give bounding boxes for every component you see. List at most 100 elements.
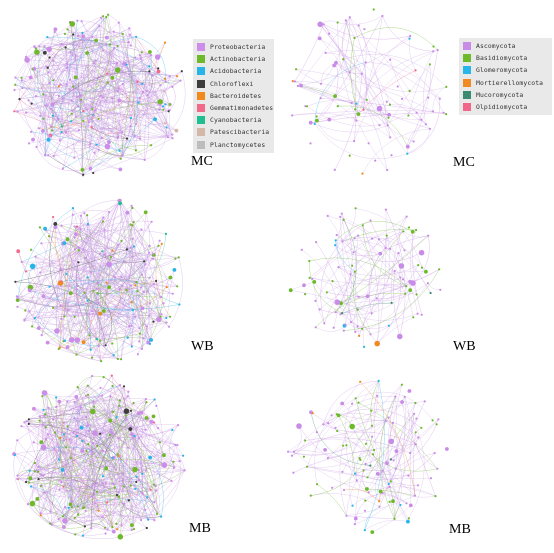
network-node	[102, 376, 105, 379]
network-edge	[33, 408, 99, 511]
network-edge	[129, 34, 167, 128]
network-node	[333, 94, 337, 98]
network-node	[84, 256, 87, 259]
network-edge	[91, 246, 135, 273]
network-edge	[149, 280, 160, 316]
network-node	[169, 315, 172, 318]
network-edge	[307, 466, 436, 497]
network-node	[319, 97, 322, 100]
network-edge	[45, 86, 74, 106]
network-node	[384, 419, 387, 422]
network-node	[143, 260, 146, 263]
network-node	[118, 201, 122, 206]
network-edge	[26, 421, 73, 503]
network-edge	[319, 38, 388, 171]
network-edge	[76, 96, 141, 139]
network-edge	[127, 256, 143, 338]
network-node	[65, 67, 68, 70]
network-edge	[45, 52, 88, 140]
network-edge	[48, 104, 171, 156]
network-node	[134, 56, 137, 59]
network-node	[39, 514, 42, 517]
network-node	[140, 228, 143, 231]
network-node	[339, 313, 342, 316]
network-node	[146, 290, 149, 293]
network-edge	[44, 228, 62, 282]
network-node	[70, 112, 73, 115]
network-edge	[43, 492, 65, 528]
network-edge	[45, 94, 148, 156]
network-node	[76, 19, 79, 22]
network-edge	[340, 213, 353, 304]
network-node	[356, 234, 360, 237]
network-edge	[137, 55, 152, 82]
network-node	[107, 285, 112, 289]
network-node	[49, 522, 52, 525]
network-edge	[132, 238, 154, 284]
network-node	[344, 19, 347, 22]
network-edge	[17, 469, 35, 476]
network-node	[410, 280, 416, 286]
network-edge	[362, 225, 380, 344]
network-node	[33, 461, 36, 465]
network-node	[153, 117, 158, 122]
network-node	[83, 525, 86, 528]
network-node	[130, 528, 133, 531]
network-edge	[378, 396, 407, 502]
network-node	[38, 226, 41, 229]
network-node	[381, 469, 384, 472]
network-edge	[76, 262, 114, 356]
network-node	[68, 337, 75, 343]
network-edge	[310, 436, 373, 496]
network-node	[134, 149, 137, 152]
network-edge	[64, 401, 94, 523]
network-node	[129, 484, 132, 487]
network-edge	[36, 465, 139, 471]
network-node	[408, 288, 413, 293]
legend-swatch	[197, 91, 205, 100]
network-edge	[334, 73, 363, 171]
network-edge	[80, 36, 90, 123]
network-edge	[28, 417, 113, 435]
network-edge	[67, 239, 105, 312]
network-node	[23, 421, 26, 424]
network-node	[370, 530, 375, 534]
network-node	[158, 103, 162, 106]
network-node	[361, 172, 364, 175]
network-node	[85, 394, 88, 397]
network-nodes	[12, 374, 186, 540]
network-node	[288, 288, 293, 293]
network-node	[66, 400, 69, 403]
network-node	[93, 405, 96, 408]
network-node	[314, 326, 317, 329]
network-node	[126, 395, 129, 398]
network-node	[97, 509, 100, 512]
network-edge	[60, 268, 167, 325]
network-node	[413, 412, 416, 415]
network-edge	[160, 269, 175, 298]
network-node	[70, 99, 73, 102]
network-edge	[82, 527, 92, 536]
network-node	[151, 414, 156, 419]
network-node	[164, 122, 167, 125]
network-edge	[21, 242, 65, 263]
network-edge	[76, 291, 148, 355]
network-edge	[58, 321, 154, 357]
network-edge	[96, 200, 120, 289]
network-node	[414, 443, 417, 446]
network-node	[105, 35, 109, 40]
network-node	[13, 453, 16, 457]
network-node	[376, 105, 383, 112]
network-node	[99, 339, 102, 342]
network-edge	[119, 238, 133, 289]
network-edge	[71, 506, 147, 529]
network-edge	[102, 50, 152, 59]
network-edge	[76, 222, 136, 355]
network-edge	[17, 279, 173, 299]
network-edge	[44, 392, 52, 428]
network-node	[375, 297, 378, 300]
network-edge	[87, 245, 159, 301]
network-node	[96, 292, 99, 295]
network-node	[86, 66, 89, 69]
network-node	[377, 238, 381, 241]
